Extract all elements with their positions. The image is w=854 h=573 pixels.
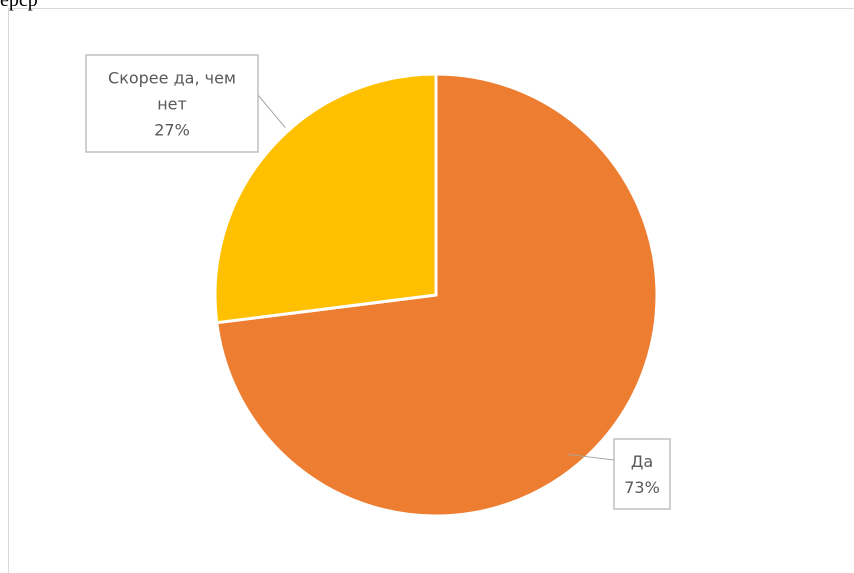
data-label-value-2: 27% (154, 121, 190, 140)
leader-line-1 (567, 453, 615, 461)
data-label-box-2 (85, 54, 259, 153)
data-label-box-1 (613, 438, 671, 510)
data-label-category-1: Да (631, 452, 653, 471)
data-label-value-1: 73% (624, 478, 660, 497)
leader-line-2 (257, 94, 286, 129)
chart-frame (8, 8, 854, 573)
cropped-text-fragment: ерср (0, 0, 38, 11)
data-label-category-2: нет (157, 95, 187, 114)
data-label-category-2: Скорее да, чем (108, 69, 236, 88)
pie-slice-2 (213, 72, 438, 325)
